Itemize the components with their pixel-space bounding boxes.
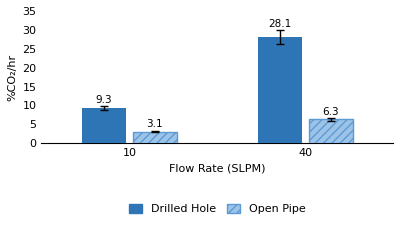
Text: 3.1: 3.1 [146, 120, 163, 129]
Bar [258, 37, 302, 143]
Y-axis label: %CO₂/hr: %CO₂/hr [7, 54, 17, 101]
Bar [82, 108, 126, 143]
Text: 6.3: 6.3 [322, 107, 339, 117]
Text: 9.3: 9.3 [96, 95, 112, 105]
Bar [309, 120, 353, 143]
X-axis label: Flow Rate (SLPM): Flow Rate (SLPM) [169, 164, 266, 174]
Text: 28.1: 28.1 [268, 19, 291, 29]
Legend: Drilled Hole, Open Pipe: Drilled Hole, Open Pipe [124, 199, 310, 219]
Bar [133, 131, 177, 143]
